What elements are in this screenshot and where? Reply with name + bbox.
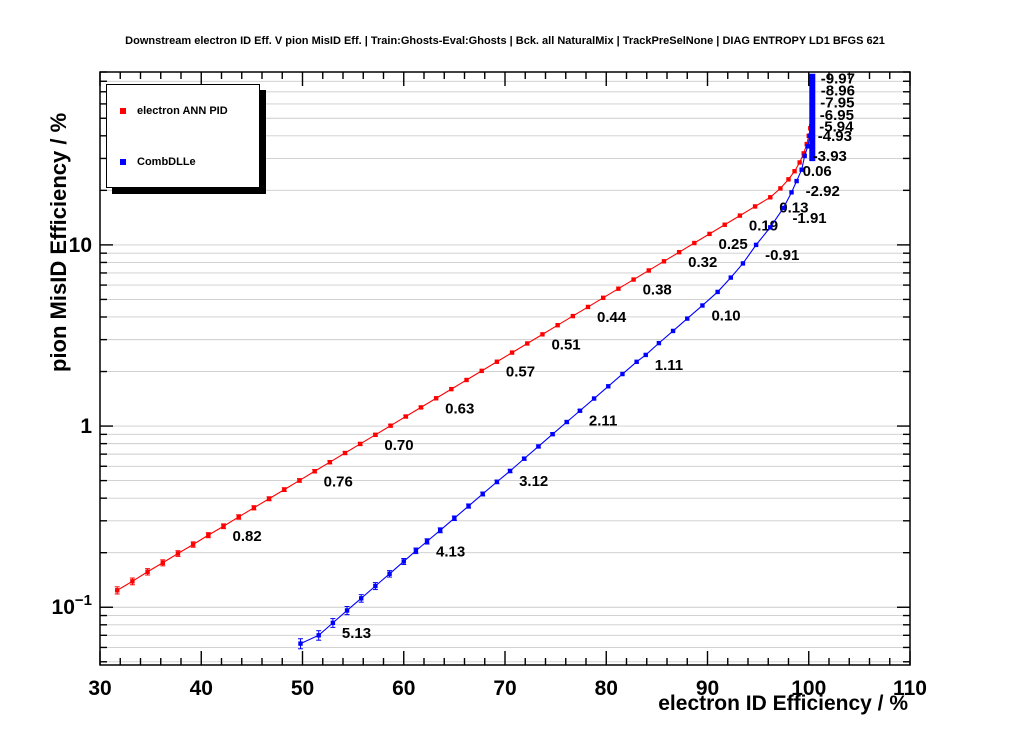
cut-value-label: 0.38 [643,282,672,299]
svg-text:60: 60 [392,677,415,700]
cut-value-label: -2.92 [806,183,840,200]
svg-text:90: 90 [696,677,719,700]
cut-value-label: -0.91 [765,247,799,264]
svg-text:10−1: 10−1 [52,592,92,619]
svg-text:100: 100 [791,677,826,700]
svg-text:30: 30 [88,677,111,700]
cut-value-label: -8.96 [821,83,855,100]
series-combdlle: 5.13 4.13 3.12 2.11 1.11 0.10 -0.91 -1.91 -2.92 -… [297,70,855,650]
svg-text:110: 110 [893,677,927,700]
cut-value-label: 0.10 [711,307,740,324]
legend-label: electron ANN PID [137,105,228,117]
legend-entry-combdlle: CombDLLe [107,137,259,187]
svg-text:1: 1 [80,415,92,438]
cut-value-label: -7.95 [820,95,854,112]
cut-value-label: 0.63 [445,400,474,417]
svg-text:70: 70 [493,677,516,700]
gridlines [100,71,910,663]
plot-title: Downstream electron ID Eff. V pion MisID… [125,35,885,47]
svg-text:80: 80 [595,677,618,700]
cut-value-label: 0.70 [384,437,413,454]
x-axis-title: electron ID Efficiency / % [658,692,908,715]
cut-value-label: 0.32 [688,254,717,271]
x-tick-labels: 30 40 50 60 70 80 90 100 110 [88,677,927,700]
cut-value-label: 0.51 [551,336,580,353]
legend-entry-electron-ann-pid: electron ANN PID [107,86,259,136]
svg-text:40: 40 [190,677,213,700]
axis-ticks [99,71,911,665]
cut-value-label: 0.76 [324,473,353,490]
series-electron-ann-pid: 0.82 0.76 0.70 0.63 0.57 0.51 0.44 0.38 0.320.25… [114,126,832,595]
svg-text:10: 10 [69,234,92,257]
cut-value-label: 3.12 [519,473,548,490]
y-tick-labels: 10−1 1 10 [52,234,93,619]
svg-text:50: 50 [291,677,314,700]
cut-value-label: -6.95 [820,107,854,124]
cut-value-label: 1.11 [655,357,683,374]
blue-square-marker [120,159,126,165]
legend-label: CombDLLe [137,156,196,168]
red-square-marker [120,108,126,114]
cut-value-label: 0.19 [749,218,778,235]
legend: electron ANN PID CombDLLe [106,84,260,188]
cut-value-label: -5.94 [819,119,854,136]
cut-value-label: 4.13 [436,543,465,560]
cut-value-label: 0.57 [506,364,535,381]
cut-value-label: 2.11 [589,413,617,430]
cut-value-label: 0.44 [597,309,627,326]
cut-value-label: 0.82 [233,528,262,545]
cut-value-label: 0.13 [779,199,808,216]
cut-value-label: 0.25 [719,236,748,253]
cut-value-label: -4.93 [818,128,852,145]
cut-value-label: 5.13 [342,625,371,642]
cut-value-label: -1.91 [792,210,826,227]
cut-value-label: -3.93 [813,148,847,165]
cut-value-label: 0.06 [803,163,832,180]
